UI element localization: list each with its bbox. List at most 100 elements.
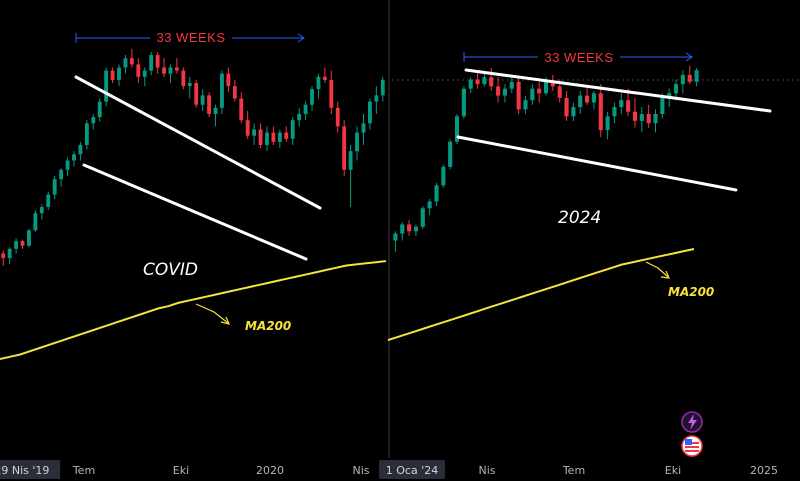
x-axis-tick-label: Nis <box>352 464 369 477</box>
candle-body <box>78 145 83 155</box>
x-axis: t 29 Nis '19 Tem Eki 2020 Nis 1 Oca '24 Nis Tem… <box>0 460 778 479</box>
candle-body <box>104 70 109 102</box>
candle-body <box>271 132 276 142</box>
candle-body <box>187 83 192 87</box>
candle-body <box>475 79 480 85</box>
candle-body <box>578 95 583 108</box>
left-ma-pointer-line <box>195 303 229 324</box>
candle-body <box>277 132 282 142</box>
candle-body <box>660 97 665 114</box>
candle-body <box>348 151 353 170</box>
candle-body <box>155 55 160 68</box>
candle-body <box>605 116 610 131</box>
candle-body <box>110 70 115 80</box>
candle-body <box>181 70 186 87</box>
channel-upper-line <box>464 68 772 113</box>
right-duration-annotation: 33 WEEKS <box>463 48 693 66</box>
right-duration-label: 33 WEEKS <box>544 50 613 65</box>
candle-body <box>427 201 432 209</box>
left-duration-arrow-head <box>297 33 305 43</box>
candle-body <box>226 73 231 87</box>
candle-body <box>543 81 549 94</box>
lightning-icon[interactable] <box>681 411 703 433</box>
x-axis-tick-label: t 29 Nis '19 <box>0 464 49 477</box>
candle-body <box>694 70 699 82</box>
candle-body <box>374 95 379 102</box>
left-ma-callout: MA200 <box>195 303 291 333</box>
candle-body <box>537 88 542 94</box>
candle-body <box>162 67 166 74</box>
candle-body <box>335 107 340 127</box>
candle-body <box>65 160 70 170</box>
candle-body <box>290 120 295 139</box>
x-axis-tick-label: 1 Oca '24 <box>386 464 438 477</box>
candle-body <box>7 248 12 259</box>
x-axis-tick-label: Eki <box>665 464 681 477</box>
us-flag-icon[interactable] <box>681 435 703 457</box>
candle-body <box>523 100 528 110</box>
left-duration-annotation: 33 WEEKS <box>75 28 305 46</box>
candle-body <box>59 169 64 180</box>
candle-body <box>72 154 76 161</box>
candle-body <box>220 73 224 108</box>
candle-body <box>585 95 590 103</box>
candle-body <box>297 114 302 121</box>
candle-body <box>530 88 535 101</box>
ma200-line <box>387 248 695 342</box>
candle-body <box>303 104 308 114</box>
candle-body <box>129 58 134 65</box>
candle-body <box>591 93 596 103</box>
candle-body <box>571 107 576 117</box>
x-axis-cursor-badge <box>0 460 61 479</box>
candle-body <box>489 77 494 87</box>
candle-body <box>265 132 269 145</box>
candle-body <box>91 117 96 124</box>
candle-body <box>117 67 121 80</box>
x-axis-tick-label: 2020 <box>256 464 284 477</box>
candle-body <box>245 120 250 136</box>
candle-body <box>239 98 244 121</box>
candle-body <box>441 166 446 186</box>
candle-body <box>557 86 562 98</box>
candle-body <box>33 213 38 231</box>
candle-body <box>136 64 141 77</box>
candle-body <box>97 101 102 118</box>
right-ma-label: MA200 <box>668 285 714 299</box>
candle-body <box>213 107 218 114</box>
candle-body <box>27 230 31 246</box>
candle-body <box>342 126 347 170</box>
candle-body <box>200 95 205 105</box>
x-axis-tick-label: Tem <box>562 464 585 477</box>
candle-body <box>448 141 453 167</box>
x-axis-tick-label: Eki <box>173 464 189 477</box>
candle-body <box>149 55 154 71</box>
candle-body <box>252 129 257 136</box>
candle-body <box>329 79 334 108</box>
candle-body <box>84 123 89 145</box>
candle-body <box>367 101 372 124</box>
candle-body <box>20 241 25 246</box>
right-duration-label-bg <box>538 48 620 66</box>
candle-body <box>380 79 385 96</box>
candle-body <box>667 93 672 98</box>
candle-body <box>598 93 603 131</box>
x-axis-tick-label: Nis <box>478 464 495 477</box>
candle-body <box>39 207 44 214</box>
x-axis-tick-label: Tem <box>72 464 95 477</box>
candle-body <box>619 100 624 108</box>
channel-upper-line <box>74 75 322 210</box>
channel-lower-line <box>82 163 308 261</box>
candle-body <box>632 111 638 121</box>
x-axis-cursor-badge <box>379 460 445 479</box>
candle-body <box>468 79 473 89</box>
candle-body <box>646 114 651 124</box>
left-ma-label: MA200 <box>245 319 291 333</box>
candle-body <box>284 132 289 139</box>
candle-body <box>496 86 501 96</box>
candle-body <box>258 129 263 145</box>
x-axis-tick-label: 2025 <box>750 464 778 477</box>
candle-body <box>454 116 460 142</box>
candle-body <box>168 67 173 74</box>
candle-body <box>626 100 631 112</box>
